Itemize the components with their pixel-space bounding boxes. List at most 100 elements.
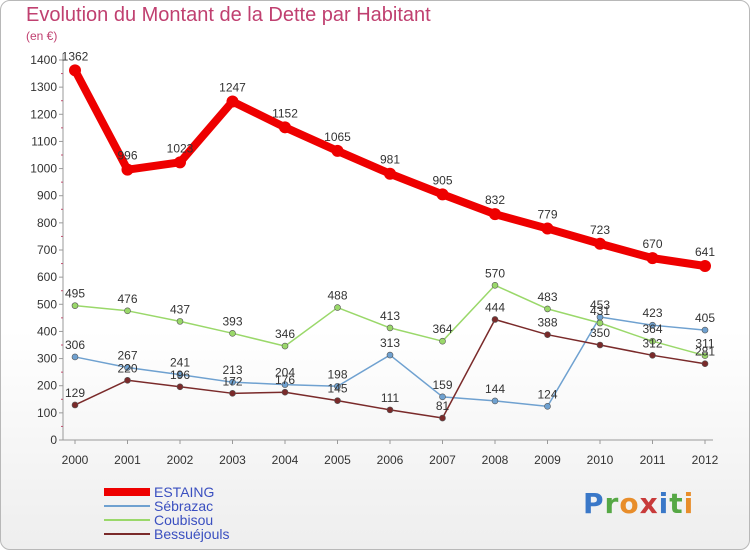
data-point [489, 208, 501, 221]
data-label: 172 [222, 374, 242, 388]
data-label: 670 [642, 237, 662, 251]
data-point [386, 324, 394, 332]
legend-swatch [104, 533, 150, 535]
legend-label: Sébrazac [154, 498, 214, 514]
data-point [229, 390, 236, 397]
data-point [331, 144, 344, 157]
data-label: 570 [485, 266, 505, 280]
x-tick-label: 2004 [272, 453, 299, 467]
data-label: 393 [222, 314, 242, 328]
data-point [71, 353, 79, 361]
data-label: 483 [537, 290, 557, 304]
legend: ESTAING Sébrazac Coubisou Bessuéjouls [104, 485, 230, 541]
data-point [541, 222, 554, 235]
data-point [124, 307, 131, 315]
data-label: 312 [642, 336, 662, 350]
x-tick-label: 2009 [534, 453, 561, 467]
data-point [544, 403, 551, 410]
data-point [646, 252, 659, 265]
x-tick-label: 2011 [640, 453, 666, 467]
data-point [71, 401, 79, 409]
data-point [701, 360, 709, 368]
data-label: 313 [380, 336, 400, 350]
y-tick-label: 1300 [30, 80, 57, 94]
data-label: 176 [275, 373, 295, 387]
legend-label: ESTAING [154, 484, 215, 500]
data-label: 145 [327, 382, 347, 396]
legend-label: Bessuéjouls [154, 526, 230, 542]
chart-title: Evolution du Montant de la Dette par Hab… [26, 4, 431, 26]
data-label: 413 [380, 309, 400, 323]
data-label: 996 [117, 149, 137, 163]
data-label: 431 [590, 304, 610, 318]
data-point [124, 376, 131, 384]
y-tick-label: 1400 [30, 53, 57, 67]
data-point [384, 167, 396, 180]
data-point [281, 342, 289, 350]
data-label: 1362 [62, 49, 89, 63]
unit-label: (en €) [26, 29, 58, 43]
data-point [386, 351, 394, 359]
data-point [491, 281, 499, 289]
data-label: 364 [642, 322, 662, 336]
y-tick-label: 900 [37, 189, 57, 203]
data-point [176, 318, 184, 325]
data-label: 346 [275, 327, 295, 341]
data-label: 241 [170, 356, 190, 370]
data-point [439, 393, 446, 401]
y-tick-label: 100 [37, 406, 57, 420]
data-point [699, 260, 711, 273]
data-label: 437 [170, 302, 190, 316]
data-label: 306 [65, 338, 85, 352]
x-tick-label: 2002 [167, 453, 194, 467]
data-label: 423 [642, 306, 662, 320]
x-tick-label: 2005 [324, 453, 351, 467]
data-point [596, 319, 604, 327]
data-label: 220 [117, 361, 137, 375]
x-tick-label: 2001 [114, 453, 141, 467]
data-label: 267 [117, 349, 137, 363]
data-label: 1023 [167, 141, 194, 155]
data-point [334, 397, 341, 404]
legend-swatch [104, 505, 150, 507]
data-label: 124 [537, 387, 557, 401]
data-label: 905 [432, 173, 452, 187]
data-point [281, 381, 289, 388]
proxiti-logo: Proxiti [583, 487, 695, 520]
data-point [334, 304, 341, 311]
x-tick-label: 2000 [62, 453, 89, 467]
data-point [544, 305, 551, 313]
data-point [436, 188, 449, 201]
data-label: 204 [275, 366, 295, 380]
data-label: 641 [695, 245, 715, 259]
y-tick-label: 1000 [30, 162, 57, 176]
data-label: 1152 [272, 106, 298, 120]
data-label: 81 [436, 399, 450, 413]
y-tick-label: 0 [50, 433, 57, 447]
y-tick-label: 800 [37, 216, 57, 230]
y-tick-label: 1100 [31, 134, 57, 148]
data-label: 495 [65, 287, 85, 301]
data-label: 388 [537, 316, 557, 330]
data-label: 1247 [219, 81, 246, 95]
y-tick-label: 500 [37, 297, 57, 311]
data-label: 832 [485, 193, 505, 207]
x-tick-label: 2006 [377, 453, 404, 467]
data-point [71, 302, 79, 309]
data-label: 111 [381, 391, 400, 405]
y-tick-label: 700 [37, 243, 57, 257]
y-tick-label: 300 [37, 352, 57, 366]
x-tick-label: 2003 [219, 453, 246, 467]
data-point [701, 352, 709, 359]
data-label: 364 [432, 322, 452, 336]
data-label: 723 [590, 223, 610, 237]
data-label: 444 [485, 300, 505, 314]
data-label: 159 [432, 378, 452, 392]
data-label: 281 [695, 345, 715, 359]
data-point [439, 337, 446, 345]
y-tick-label: 400 [37, 324, 57, 338]
data-point [596, 341, 604, 349]
legend-item: Bessuéjouls [104, 527, 230, 541]
data-point [701, 326, 709, 334]
